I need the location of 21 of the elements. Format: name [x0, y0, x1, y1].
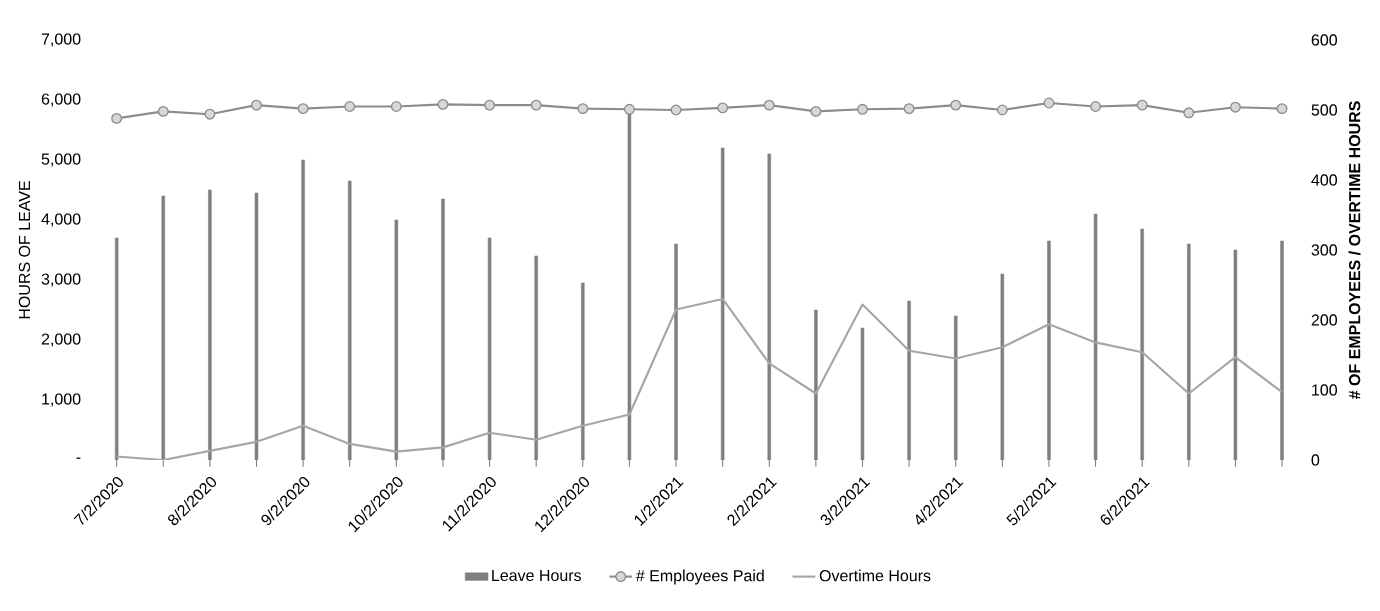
- y-tick-label: 6,000: [41, 93, 81, 107]
- y2-tick-label: 600: [1311, 34, 1338, 46]
- y2-axis-title: # OF EMPLOYEES / OVERTIME HOURS: [1348, 101, 1361, 400]
- y2-tick-label: 400: [1311, 174, 1338, 186]
- y2-tick-label: 0: [1311, 454, 1320, 466]
- y2-tick-label: 200: [1311, 314, 1338, 326]
- y-tick-label: 1,000: [42, 393, 81, 407]
- legend-label: Leave Hours: [492, 570, 582, 582]
- y-tick-label: 4,000: [41, 213, 81, 227]
- line-series: [115, 298, 1284, 461]
- y2-tick-label: 300: [1311, 244, 1338, 256]
- legend-label: # Employees Paid: [635, 569, 764, 585]
- y2-tick-label: 100: [1312, 384, 1338, 396]
- legend-label: Overtime Hours: [819, 569, 931, 582]
- y-tick-label: 3,000: [41, 273, 81, 287]
- y-tick-label: 7,000: [41, 33, 81, 47]
- y-tick-label: 5,000: [41, 153, 81, 167]
- y2-tick-label: 500: [1311, 104, 1338, 116]
- y-axis-title: HOURS OF LEAVE: [18, 181, 31, 319]
- y-tick-label: 2,000: [41, 333, 81, 347]
- y-tick-label: -: [76, 457, 81, 459]
